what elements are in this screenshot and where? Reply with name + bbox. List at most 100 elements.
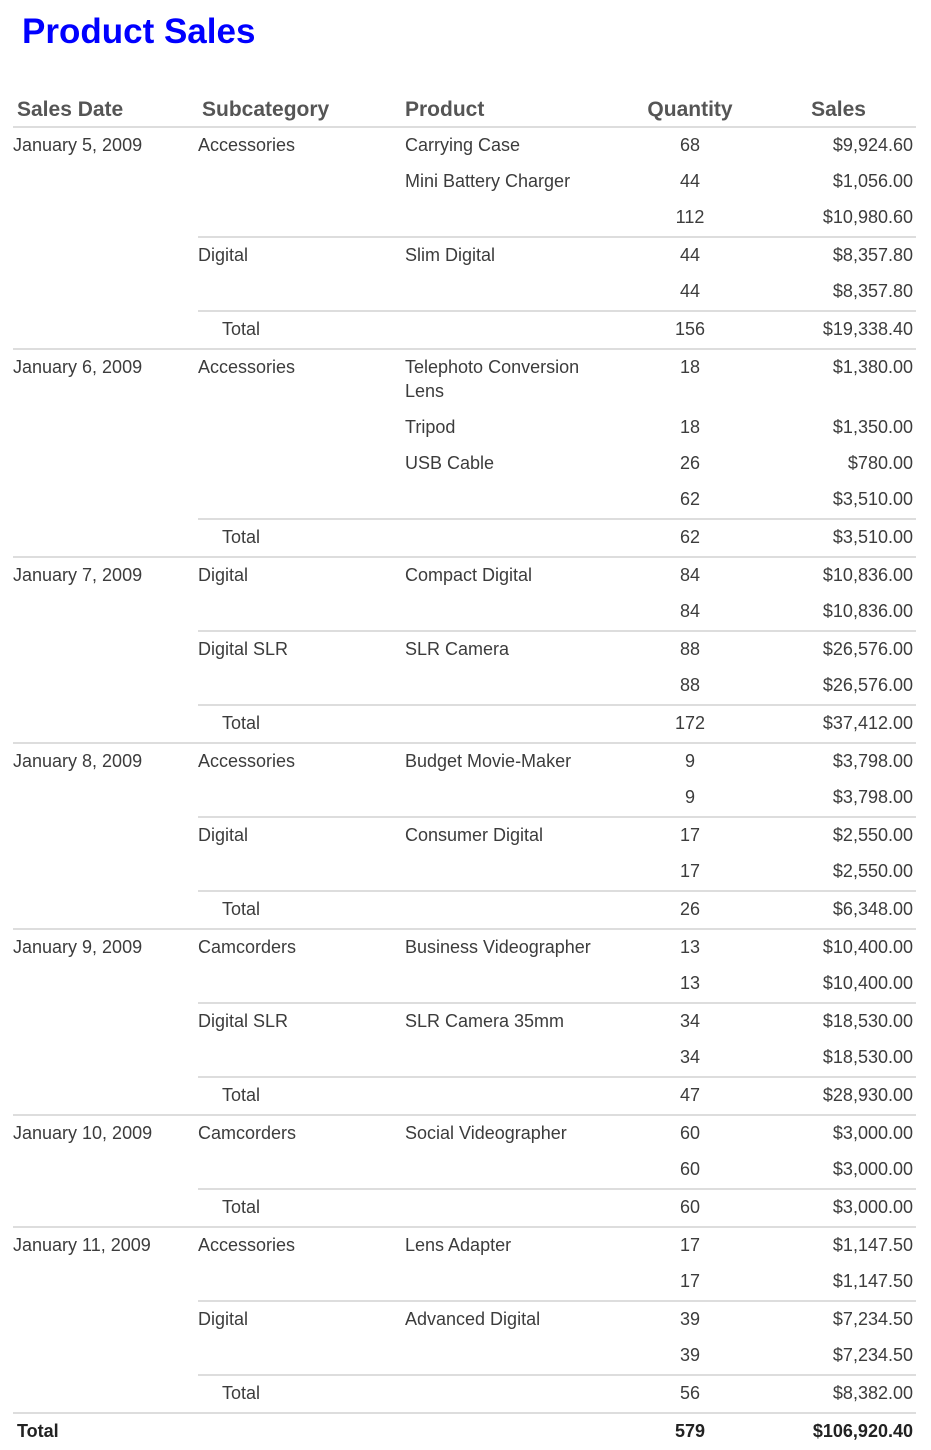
product-cell: Tripod xyxy=(405,417,456,437)
date-total-row: Total 60 $3,000.00 xyxy=(198,1190,916,1226)
subtotal-sales: $18,530.00 xyxy=(822,1047,913,1067)
product-cell: Telephoto Conversion Lens xyxy=(405,357,580,401)
sales-date-cell: January 11, 2009 xyxy=(13,1235,151,1255)
date-total-sales: $3,510.00 xyxy=(832,527,913,547)
subtotal-quantity: 84 xyxy=(679,601,701,621)
subcategory-group: Digital Consumer Digital 17 $2,550.00 17 $2,5… xyxy=(198,818,916,892)
header-sales-date: Sales Date xyxy=(17,98,124,121)
header-sales: Sales xyxy=(811,98,866,121)
subtotal-quantity: 39 xyxy=(679,1345,701,1365)
sales-cell: $10,836.00 xyxy=(822,565,913,585)
sales-date-cell: January 8, 2009 xyxy=(13,751,143,771)
subtotal-sales: $10,400.00 xyxy=(822,973,913,993)
subtotal-sales: $10,980.60 xyxy=(822,207,913,227)
subtotal-quantity: 9 xyxy=(684,787,695,807)
quantity-cell: 44 xyxy=(679,245,701,265)
date-group: January 7, 2009 Digital Compact Digital 84 $… xyxy=(13,556,916,742)
date-total-quantity: 172 xyxy=(674,713,706,733)
quantity-cell: 17 xyxy=(679,825,701,845)
subcategory-cell: Digital xyxy=(198,565,249,585)
date-total-label: Total xyxy=(222,319,261,339)
table-row: Consumer Digital 17 $2,550.00 xyxy=(400,818,916,854)
date-total-row: Total 62 $3,510.00 xyxy=(198,520,916,556)
subtotal-sales: $7,234.50 xyxy=(832,1345,913,1365)
subcategory-cell: Digital xyxy=(198,825,249,845)
table-header: Sales Date Subcategory Product Quantity … xyxy=(13,94,916,128)
table-row: Carrying Case 68 $9,924.60 xyxy=(400,128,916,164)
quantity-cell: 18 xyxy=(679,417,701,437)
sales-cell: $10,400.00 xyxy=(822,937,913,957)
sales-cell: $8,357.80 xyxy=(832,245,913,265)
date-total-row: Total 156 $19,338.40 xyxy=(198,312,916,348)
subtotal-quantity: 17 xyxy=(679,1271,701,1291)
product-cell: SLR Camera xyxy=(405,639,510,659)
date-total-row: Total 172 $37,412.00 xyxy=(198,706,916,742)
date-group: January 11, 2009 Accessories Lens Adapter 1… xyxy=(13,1226,916,1412)
subtotal-row: 88 $26,576.00 xyxy=(400,668,916,704)
subtotal-quantity: 112 xyxy=(675,207,705,227)
sales-report-table: Sales Date Subcategory Product Quantity … xyxy=(13,94,916,1450)
quantity-cell: 44 xyxy=(679,171,701,191)
subtotal-row: 17 $1,147.50 xyxy=(400,1264,916,1300)
subcategory-cell: Digital xyxy=(198,1309,249,1329)
report-title: Product Sales xyxy=(22,12,256,51)
quantity-cell: 17 xyxy=(679,1235,701,1255)
sales-date-cell: January 6, 2009 xyxy=(13,357,143,377)
quantity-cell: 39 xyxy=(679,1309,701,1329)
sales-cell: $1,147.50 xyxy=(832,1235,913,1255)
subcategory-group: Accessories Lens Adapter 17 $1,147.50 17 $1,1… xyxy=(198,1228,916,1302)
subcategory-group: Accessories Carrying Case 68 $9,924.60 Mini … xyxy=(198,128,916,238)
sales-cell: $1,350.00 xyxy=(832,417,913,437)
subtotal-sales: $2,550.00 xyxy=(832,861,913,881)
sales-cell: $3,798.00 xyxy=(832,751,913,771)
date-total-quantity: 47 xyxy=(679,1085,701,1105)
quantity-cell: 60 xyxy=(679,1123,701,1143)
header-product: Product xyxy=(405,98,485,121)
product-cell: USB Cable xyxy=(405,453,495,473)
sales-cell: $1,056.00 xyxy=(832,171,913,191)
subcategory-cell: Camcorders xyxy=(198,937,297,957)
product-cell: SLR Camera 35mm xyxy=(405,1011,565,1031)
subtotal-quantity: 44 xyxy=(679,281,701,301)
quantity-cell: 26 xyxy=(679,453,701,473)
subtotal-quantity: 34 xyxy=(679,1047,701,1067)
date-total-label: Total xyxy=(222,899,261,919)
date-total-quantity: 60 xyxy=(679,1197,701,1217)
product-cell: Mini Battery Charger xyxy=(405,171,571,191)
sales-cell: $3,000.00 xyxy=(832,1123,913,1143)
table-body: January 5, 2009 Accessories Carrying Case 6… xyxy=(13,128,916,1412)
subtotal-row: 39 $7,234.50 xyxy=(400,1338,916,1374)
sales-cell: $7,234.50 xyxy=(832,1309,913,1329)
subcategory-cell: Accessories xyxy=(198,1235,296,1255)
sales-date-cell: January 10, 2009 xyxy=(13,1123,153,1143)
subtotal-row: 44 $8,357.80 xyxy=(400,274,916,310)
date-group: January 9, 2009 Camcorders Business Videog… xyxy=(13,928,916,1114)
subcategory-group: Digital Advanced Digital 39 $7,234.50 39 $7,2… xyxy=(198,1302,916,1376)
header-quantity: Quantity xyxy=(647,98,733,121)
subtotal-sales: $1,147.50 xyxy=(832,1271,913,1291)
subtotal-row: 34 $18,530.00 xyxy=(400,1040,916,1076)
quantity-cell: 9 xyxy=(684,751,695,771)
subcategory-cell: Digital SLR xyxy=(198,1011,289,1031)
quantity-cell: 88 xyxy=(679,639,701,659)
subtotal-row: 112 $10,980.60 xyxy=(400,200,916,236)
date-total-sales: $8,382.00 xyxy=(832,1383,913,1403)
quantity-cell: 34 xyxy=(679,1011,701,1031)
subtotal-row: 84 $10,836.00 xyxy=(400,594,916,630)
subtotal-quantity: 13 xyxy=(679,973,701,993)
date-total-label: Total xyxy=(222,527,261,547)
sales-cell: $1,380.00 xyxy=(832,357,913,377)
subtotal-row: 9 $3,798.00 xyxy=(400,780,916,816)
date-total-row: Total 47 $28,930.00 xyxy=(198,1078,916,1114)
subcategory-group: Digital SLR SLR Camera 88 $26,576.00 88 $26,5… xyxy=(198,632,916,706)
subcategory-group: Accessories Budget Movie-Maker 9 $3,798.00 9… xyxy=(198,744,916,818)
date-group: January 10, 2009 Camcorders Social Videogr… xyxy=(13,1114,916,1226)
table-row: Slim Digital 44 $8,357.80 xyxy=(400,238,916,274)
subcategory-group: Camcorders Social Videographer 60 $3,000.00… xyxy=(198,1116,916,1190)
table-row: USB Cable 26 $780.00 xyxy=(400,446,916,482)
subtotal-sales: $26,576.00 xyxy=(822,675,913,695)
subtotal-row: 60 $3,000.00 xyxy=(400,1152,916,1188)
sales-date-cell: January 5, 2009 xyxy=(13,135,143,155)
table-row: Social Videographer 60 $3,000.00 xyxy=(400,1116,916,1152)
subtotal-row: 13 $10,400.00 xyxy=(400,966,916,1002)
